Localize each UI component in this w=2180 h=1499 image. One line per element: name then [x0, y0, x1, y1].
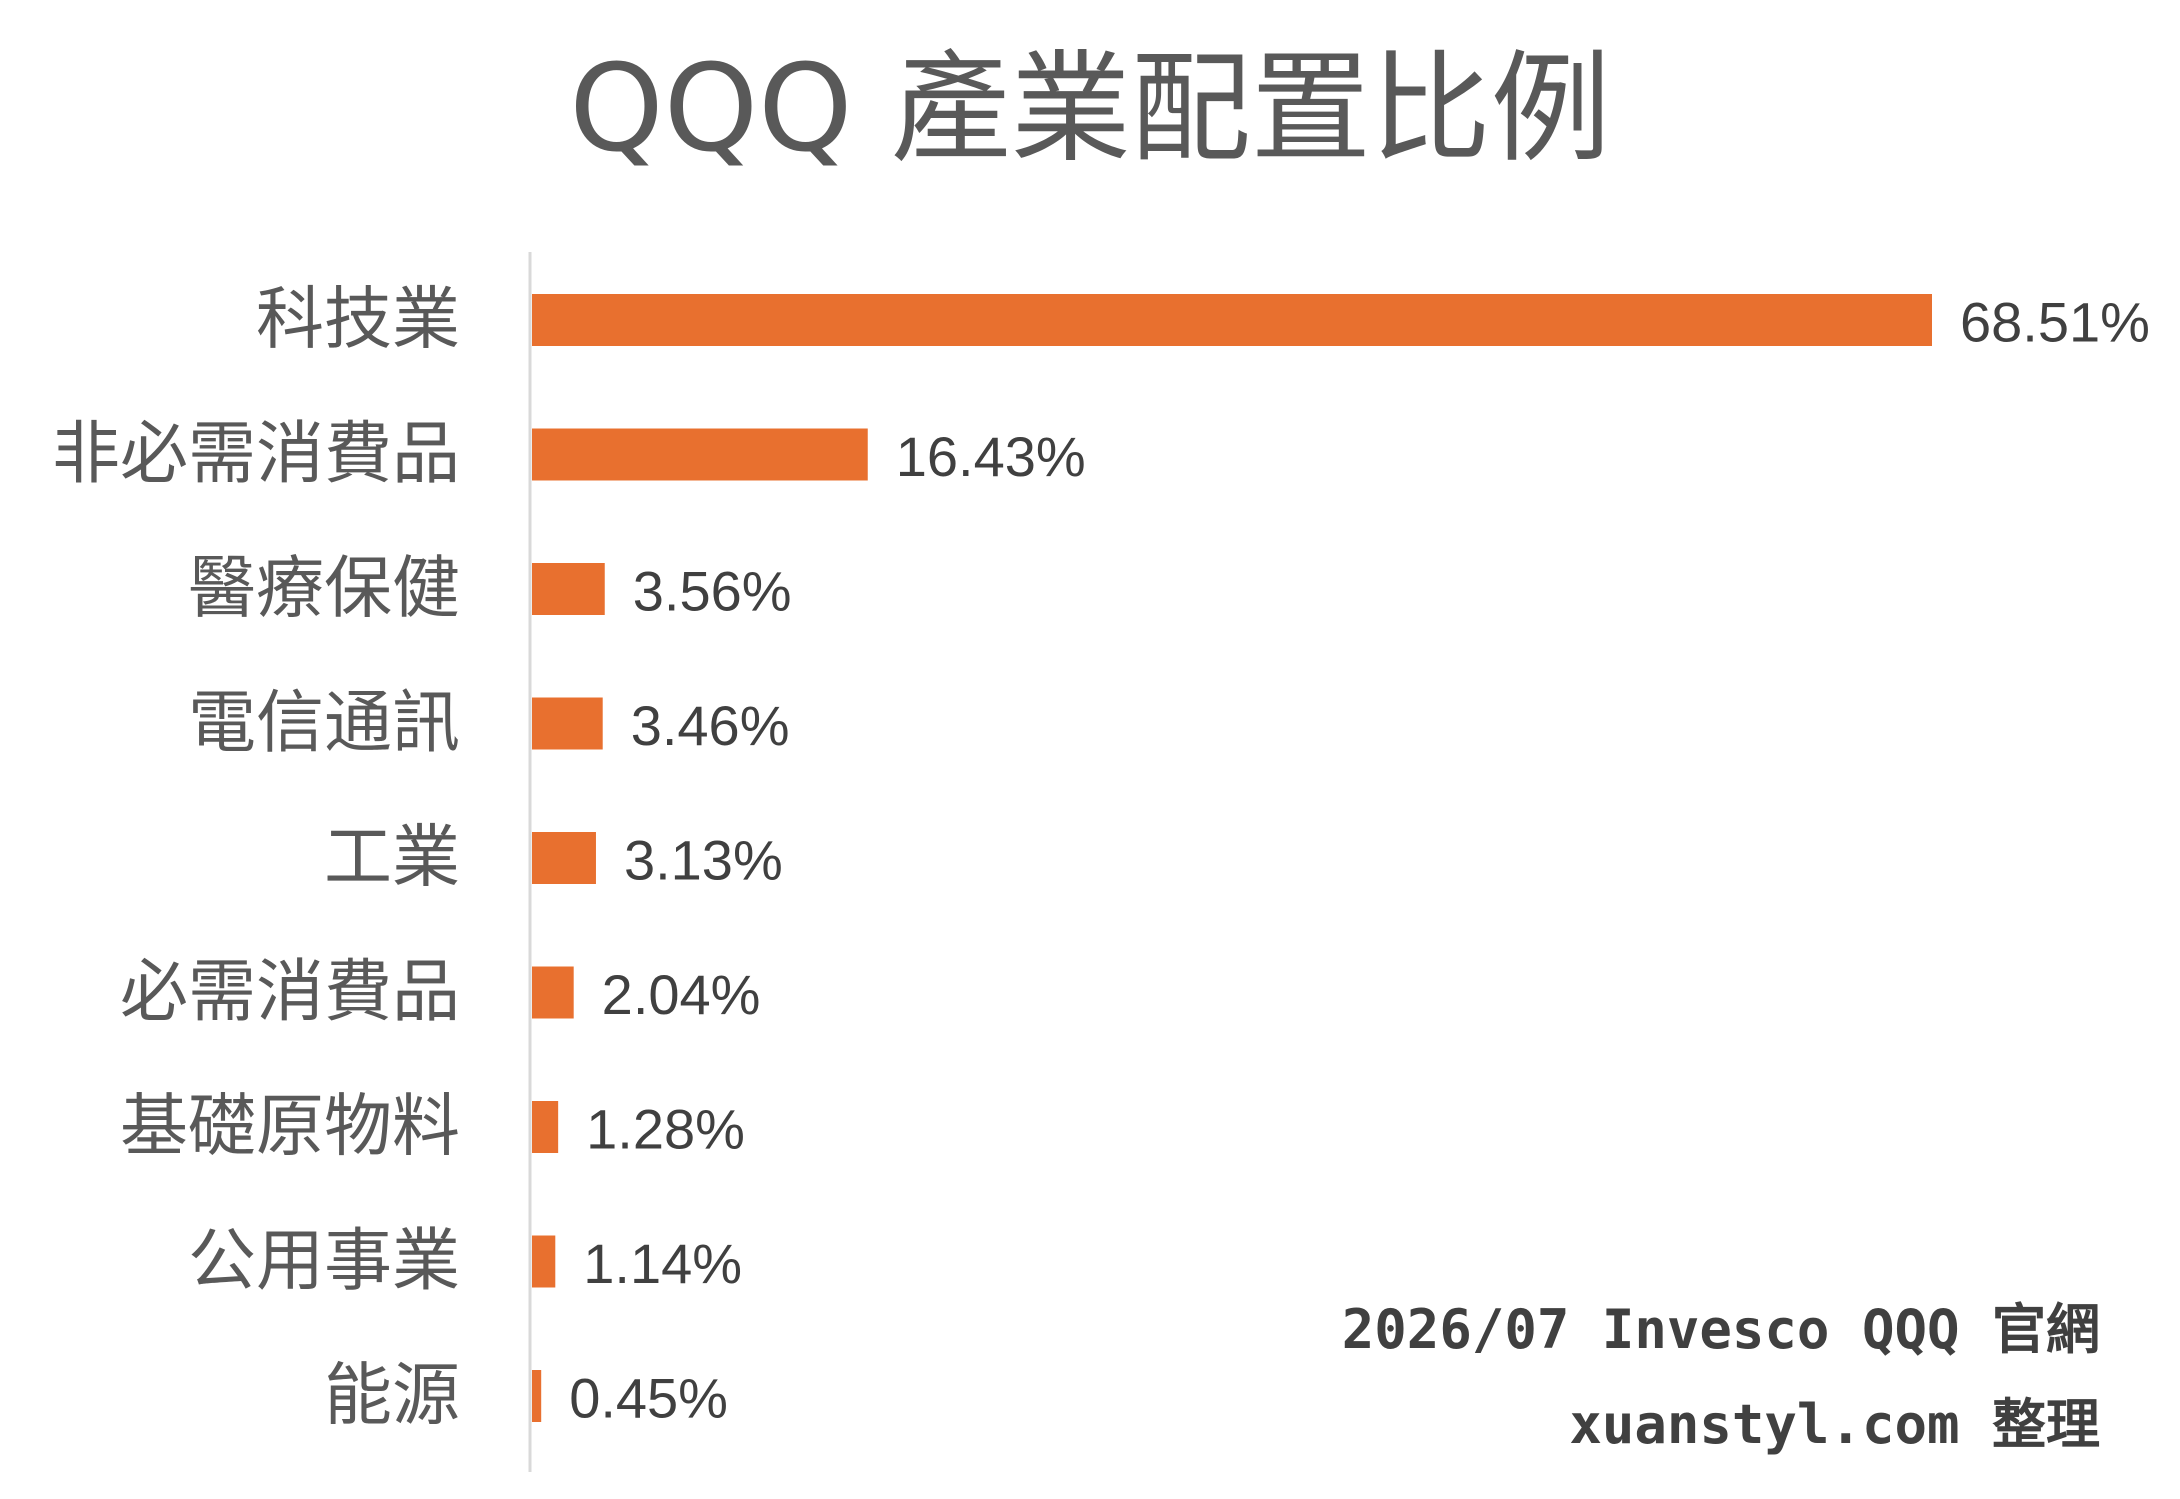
bar: [532, 1235, 556, 1288]
category-label: 醫療保健: [188, 550, 460, 629]
bar: [532, 966, 574, 1019]
bar: [532, 428, 868, 481]
value-label: 2.04%: [602, 963, 761, 1026]
category-label: 非必需消費品: [52, 415, 460, 494]
category-label: 公用事業: [188, 1222, 460, 1301]
category-label: 電信通訊: [188, 684, 460, 763]
bar: [532, 832, 596, 884]
chart-title: QQQ 產業配置比例: [569, 40, 1611, 179]
bar: [532, 294, 1932, 346]
bar: [532, 1101, 559, 1153]
bar: [532, 563, 605, 615]
value-label: 68.51%: [1960, 291, 2150, 354]
category-label: 能源: [324, 1357, 460, 1436]
value-label: 3.46%: [631, 694, 790, 757]
value-label: 3.13%: [624, 829, 783, 892]
source-note-line-2: xuanstyl.com 整理: [1569, 1393, 2100, 1456]
value-label: 1.14%: [583, 1232, 742, 1295]
value-label: 16.43%: [896, 425, 1086, 488]
source-note-line-1: 2026/07 Invesco QQQ 官網: [1341, 1298, 2100, 1361]
value-label: 1.28%: [586, 1098, 745, 1161]
bar: [532, 1370, 542, 1422]
value-label: 3.56%: [633, 560, 792, 623]
category-label: 科技業: [256, 281, 460, 360]
category-label: 工業: [324, 819, 460, 898]
bars-layer: 科技業 68.51% 非必需消費品 16.43% 醫療保健 3.56% 電信通訊 3.46% 工…: [52, 281, 2150, 1436]
category-label: 基礎原物料: [120, 1088, 460, 1167]
value-label: 0.45%: [569, 1367, 728, 1430]
bar: [532, 697, 603, 750]
category-label: 必需消費品: [120, 953, 460, 1032]
